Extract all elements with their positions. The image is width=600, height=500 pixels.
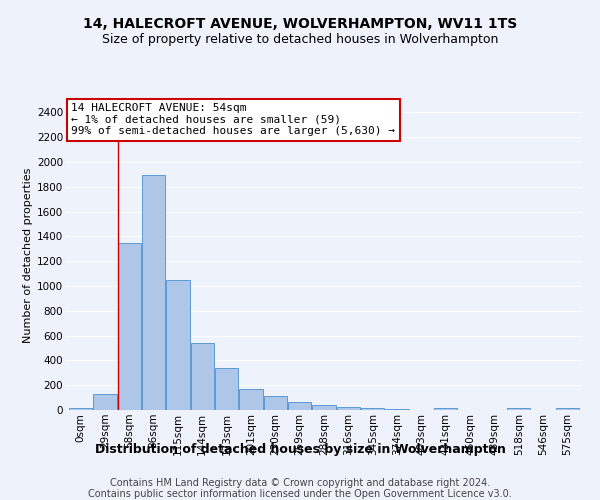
Bar (385, 409, 409, 410)
Bar (434, 408, 457, 410)
Bar (337, 407, 360, 410)
Bar (69, 408, 92, 410)
Bar (191, 343, 214, 410)
Bar (288, 402, 311, 410)
Text: Size of property relative to detached houses in Wolverhampton: Size of property relative to detached ho… (102, 32, 498, 46)
Text: Contains public sector information licensed under the Open Government Licence v3: Contains public sector information licen… (88, 489, 512, 499)
Text: 14 HALECROFT AVENUE: 54sqm
← 1% of detached houses are smaller (59)
99% of semi-: 14 HALECROFT AVENUE: 54sqm ← 1% of detac… (71, 103, 395, 136)
Bar (142, 175, 165, 410)
Text: 14, HALECROFT AVENUE, WOLVERHAMPTON, WV11 1TS: 14, HALECROFT AVENUE, WOLVERHAMPTON, WV1… (83, 18, 517, 32)
Bar (507, 408, 530, 410)
Bar (94, 394, 116, 410)
Bar (239, 389, 263, 410)
Bar (556, 408, 579, 410)
Text: Contains HM Land Registry data © Crown copyright and database right 2024.: Contains HM Land Registry data © Crown c… (110, 478, 490, 488)
Text: Distribution of detached houses by size in Wolverhampton: Distribution of detached houses by size … (95, 442, 505, 456)
Bar (215, 368, 238, 410)
Y-axis label: Number of detached properties: Number of detached properties (23, 168, 33, 342)
Bar (264, 396, 287, 410)
Bar (361, 408, 384, 410)
Bar (166, 280, 190, 410)
Bar (118, 243, 141, 410)
Bar (313, 405, 335, 410)
